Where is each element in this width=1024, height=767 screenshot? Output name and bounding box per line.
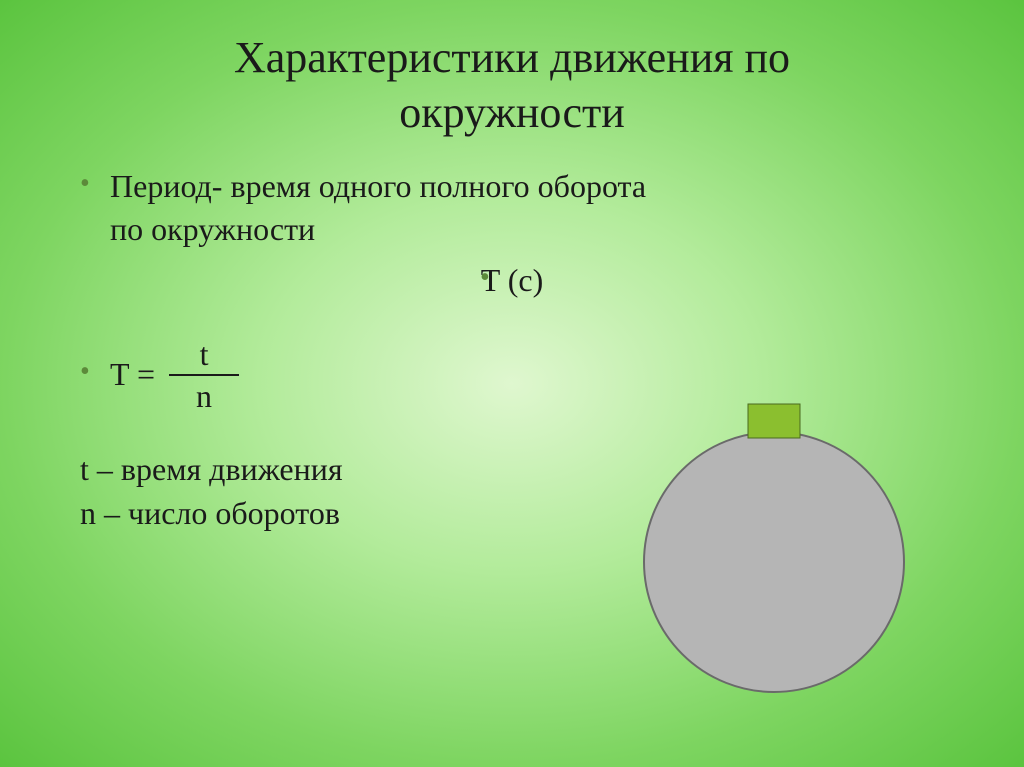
bullet-period-definition: Период- время одного полного оборота по …	[60, 165, 964, 251]
fraction-numerator: t	[200, 338, 209, 372]
legend-line-2: n – число оборотов	[80, 495, 340, 531]
diagram-svg	[624, 387, 924, 697]
title-line-1: Характеристики движения по	[234, 33, 790, 82]
bullet1-line1: Период- время одного полного оборота	[110, 168, 646, 204]
title-line-2: окружности	[399, 88, 625, 137]
formula-lhs: T =	[110, 356, 155, 393]
content-list: Период- время одного полного оборота по …	[60, 165, 964, 303]
legend-line-1: t – время движения	[80, 451, 343, 487]
circle-diagram	[624, 387, 924, 697]
slide: Характеристики движения по окружности Пе…	[0, 0, 1024, 767]
diagram-circle	[644, 432, 904, 692]
fraction: t n	[169, 338, 239, 412]
fraction-line	[169, 374, 239, 376]
fraction-denominator: n	[196, 378, 212, 412]
diagram-marker	[748, 404, 800, 438]
bullet-unit: T (с)	[60, 259, 964, 302]
bullet1-line2: по окружности	[110, 211, 315, 247]
slide-title: Характеристики движения по окружности	[60, 30, 964, 140]
unit-label: T (с)	[481, 262, 543, 298]
formula-wrap: T = t n	[110, 338, 239, 412]
